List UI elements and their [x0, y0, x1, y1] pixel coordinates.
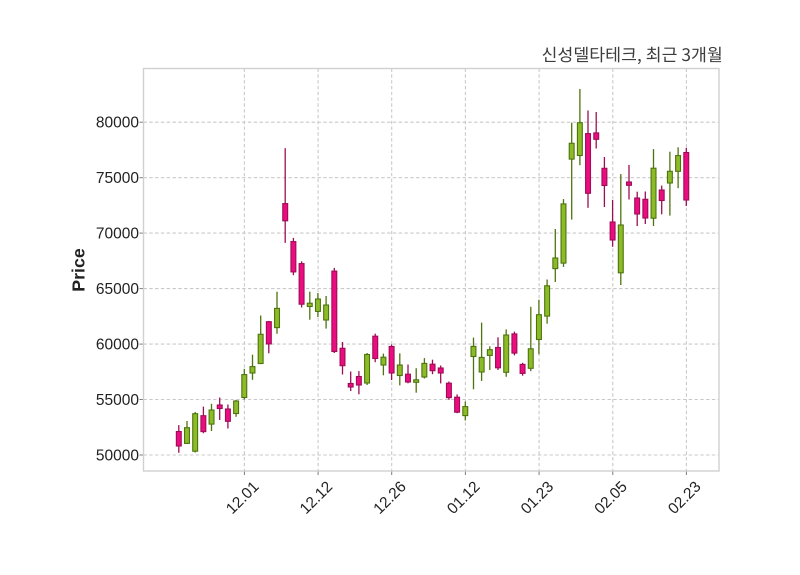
svg-text:70000: 70000	[96, 226, 139, 243]
svg-text:55000: 55000	[96, 392, 139, 409]
svg-text:65000: 65000	[96, 281, 139, 298]
svg-text:Price: Price	[69, 248, 89, 292]
svg-text:80000: 80000	[96, 115, 139, 132]
svg-text:50000: 50000	[96, 447, 139, 464]
svg-text:75000: 75000	[96, 170, 139, 187]
svg-text:60000: 60000	[96, 337, 139, 354]
